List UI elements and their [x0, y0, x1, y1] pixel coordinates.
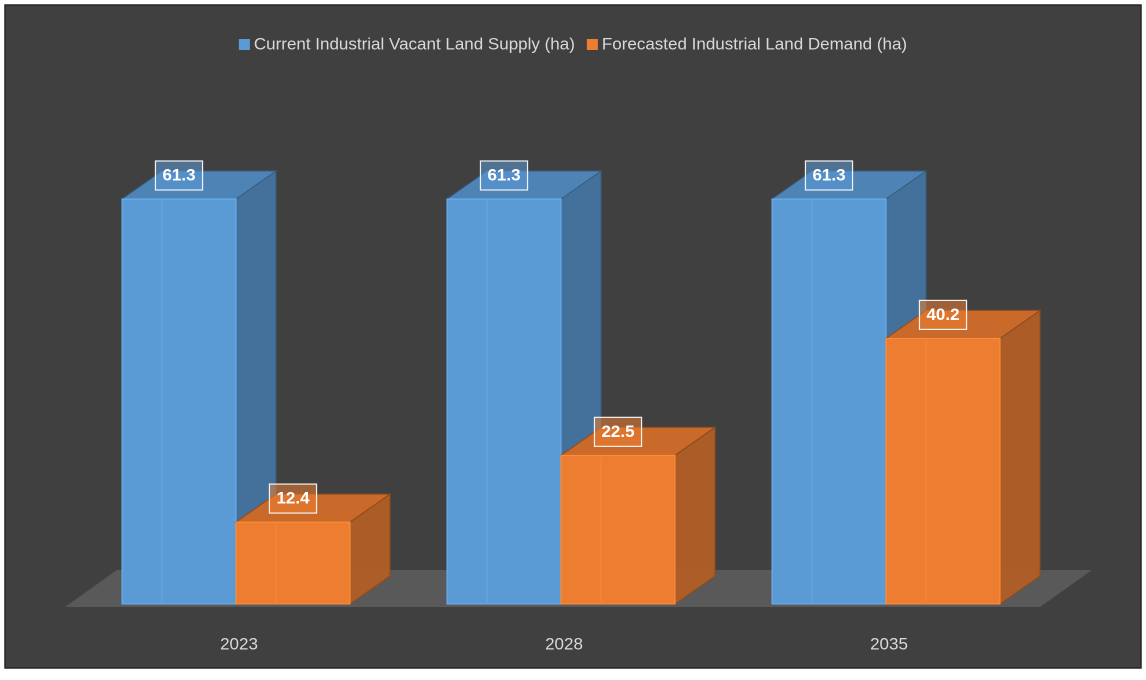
bar-side — [674, 426, 716, 605]
bar — [559, 426, 717, 605]
data-label-box — [479, 160, 529, 191]
bar-front — [560, 454, 676, 605]
data-label-text: 22.5 — [601, 422, 634, 441]
data-label: 12.4 — [268, 483, 318, 514]
bar — [120, 170, 278, 605]
legend-item: Current Industrial Vacant Land Supply (h… — [238, 34, 575, 53]
data-label-box — [593, 416, 643, 447]
legend: Current Industrial Vacant Land Supply (h… — [238, 34, 907, 53]
x-tick-label: 2035 — [870, 634, 908, 653]
data-label-text: 61.3 — [487, 165, 520, 184]
bar — [884, 309, 1042, 605]
legend-swatch — [238, 39, 250, 50]
bar-front — [446, 198, 562, 605]
legend-label: Forecasted Industrial Land Demand (ha) — [602, 34, 907, 53]
x-tick-label: 2023 — [220, 634, 258, 653]
legend-swatch — [586, 39, 598, 50]
legend-item: Forecasted Industrial Land Demand (ha) — [586, 34, 907, 53]
bar-front — [771, 198, 887, 605]
data-label-box — [804, 160, 854, 191]
bar-front — [235, 521, 351, 605]
bar-front — [121, 198, 237, 605]
data-label: 61.3 — [479, 160, 529, 191]
data-label-text: 12.4 — [276, 489, 310, 508]
data-label-text: 40.2 — [926, 305, 959, 324]
bar-side — [999, 309, 1041, 605]
x-tick-label: 2028 — [545, 634, 583, 653]
data-label-box — [154, 160, 204, 191]
data-label-box — [918, 299, 968, 331]
data-label-box — [268, 483, 318, 514]
data-label: 61.3 — [154, 160, 204, 191]
data-label-text: 61.3 — [162, 165, 195, 184]
bar-front — [885, 337, 1001, 605]
data-label: 61.3 — [804, 160, 854, 191]
data-label: 22.5 — [593, 416, 643, 447]
data-label-text: 61.3 — [812, 165, 845, 184]
data-label: 40.2 — [918, 299, 968, 331]
legend-label: Current Industrial Vacant Land Supply (h… — [254, 34, 575, 53]
